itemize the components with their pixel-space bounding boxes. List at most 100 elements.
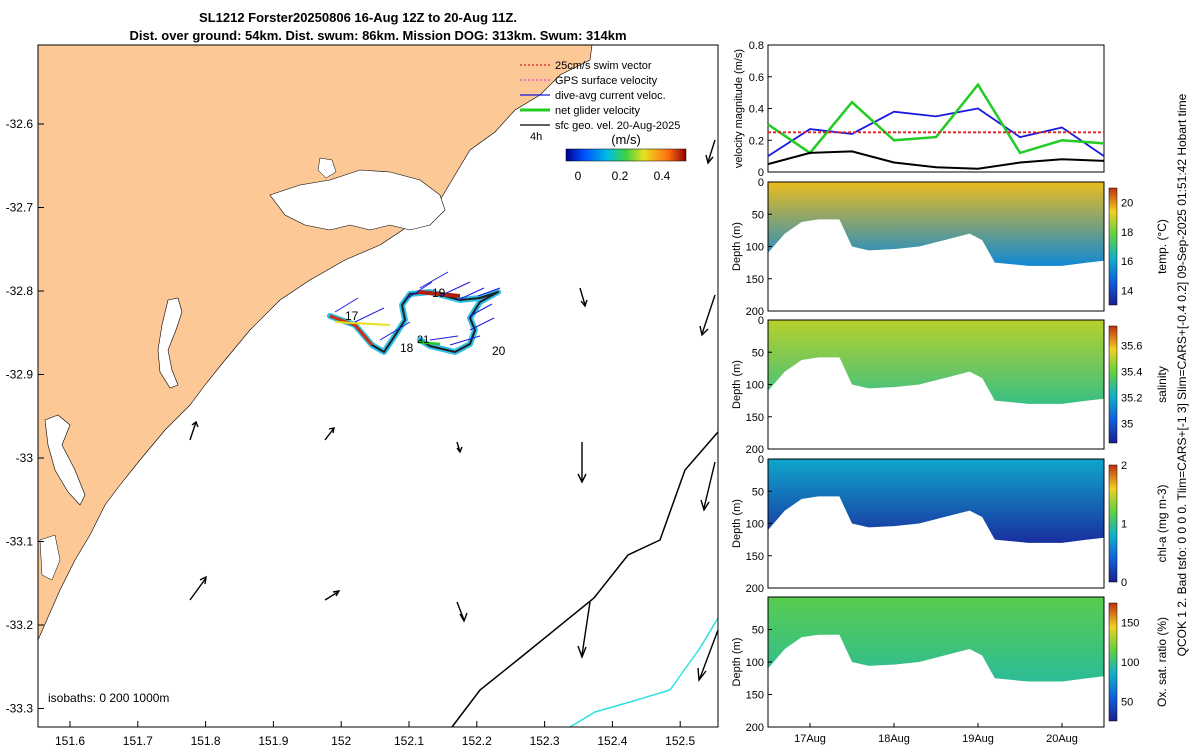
map-y-axis: -32.6 -32.7 -32.8 -32.9 -33 -33.1 -33.2 -33.3 xyxy=(6,117,44,716)
section-colorbar xyxy=(1108,187,1118,306)
section-y-tick-label: 100 xyxy=(746,519,764,531)
section-colorbar xyxy=(1108,464,1118,583)
glider-track-fast-segment-2 xyxy=(417,290,461,298)
section-colorbar-tick-label: 20 xyxy=(1121,198,1133,210)
section-y-tick-label: 200 xyxy=(746,722,764,734)
map-x-tick-label: 151.7 xyxy=(123,734,153,748)
section-y-tick-label: 200 xyxy=(746,444,764,456)
section-panel-temperature: 0 50 100 150 200 Depth (m) 14 16 18 20 temp. (°C) xyxy=(731,177,1169,318)
section-colorbar-tick-label: 150 xyxy=(1121,618,1139,630)
speed-colorbar xyxy=(565,148,687,162)
section-y-tick-label: 50 xyxy=(752,486,764,498)
time-tick-label: 17Aug xyxy=(794,733,826,745)
speed-colorbar-tick-2: 0.4 xyxy=(654,169,671,183)
qc-info-label: QCOK 1 2. Bad tsfo: 0 0 0 0. Tlim=CARS+[… xyxy=(1175,93,1189,656)
legend-label-current: dive-avg current veloc. xyxy=(555,90,666,102)
track-label-17: 17 xyxy=(345,309,359,323)
section-field-salinity xyxy=(768,320,1104,404)
time-tick-label: 19Aug xyxy=(962,733,994,745)
title-line-2: Dist. over ground: 54km. Dist. swum: 86k… xyxy=(129,28,626,43)
track-label-18: 18 xyxy=(400,341,414,355)
map-y-tick-label: -33.3 xyxy=(6,702,34,716)
section-colorbar xyxy=(1108,325,1118,444)
section-colorbar xyxy=(1108,602,1118,722)
section-y-tick-label: 0 xyxy=(758,315,764,327)
title-line-1: SL1212 Forster20250806 16-Aug 12Z to 20-… xyxy=(199,10,517,25)
section-colorbar-tick-label: 14 xyxy=(1121,285,1133,297)
section-y-tick-label: 100 xyxy=(746,657,764,669)
map-x-tick-label: 151.6 xyxy=(55,734,85,748)
legend-label-swim: 25cm/s swim vector xyxy=(555,60,652,72)
map-x-tick-label: 152.1 xyxy=(394,734,424,748)
speed-colorbar-tick-1: 0.2 xyxy=(612,169,629,183)
velocity-y-tick-label: 0.2 xyxy=(749,135,764,147)
map-panel: 17 18 19 20 21 25cm/s swim vector GPS su xyxy=(6,44,719,748)
map-legend: 25cm/s swim vector GPS surface velocity … xyxy=(520,60,680,143)
track-label-19: 19 xyxy=(432,286,446,300)
section-y-tick-label: 50 xyxy=(752,347,764,359)
section-y-tick-label: 100 xyxy=(746,242,764,254)
net-glider-velocity-arrow xyxy=(417,340,441,346)
velocity-panel: 0 0.2 0.4 0.6 0.8 velocity magnitude (m/s) xyxy=(733,40,1105,179)
map-x-tick-label: 152.4 xyxy=(597,734,627,748)
velocity-y-tick-label: 0 xyxy=(758,167,764,179)
map-y-tick-label: -32.7 xyxy=(6,201,34,215)
section-y-axis-label: Depth (m) xyxy=(731,499,743,548)
lake-small xyxy=(317,157,337,179)
section-field-temperature xyxy=(768,182,1104,266)
map-y-tick-label: -32.8 xyxy=(6,284,34,298)
velocity-series-net-glider xyxy=(767,82,1105,155)
section-panel-chlorophyll: 0 50 100 150 200 Depth (m) 0 1 2 chl-a (mg m-3) xyxy=(731,454,1169,595)
section-y-tick-label: 200 xyxy=(746,583,764,595)
speed-colorbar-tick-0: 0 xyxy=(575,169,582,183)
map-frame xyxy=(37,44,719,728)
glider-track-slow-segment xyxy=(334,321,391,326)
track-label-21: 21 xyxy=(417,334,429,346)
velocity-y-tick-label: 0.4 xyxy=(749,104,764,116)
velocity-series-sfc-geo xyxy=(767,150,1105,170)
section-y-tick-label: 0 xyxy=(758,177,764,189)
map-y-tick-label: -32.6 xyxy=(6,117,34,131)
time-axis: 17Aug 18Aug 19Aug 20Aug xyxy=(794,723,1078,745)
section-y-axis-label: Depth (m) xyxy=(731,360,743,409)
section-y-tick-label: 50 xyxy=(752,625,764,637)
section-colorbar-tick-label: 0 xyxy=(1121,577,1127,589)
speed-colorbar-label: (m/s) xyxy=(611,132,641,147)
section-y-tick-label: 150 xyxy=(746,412,764,424)
legend-label-sfc: sfc geo. vel. 20-Aug-2025 xyxy=(555,120,680,132)
map-x-tick-label: 152.2 xyxy=(462,734,492,748)
section-colorbar-tick-label: 18 xyxy=(1121,227,1133,239)
legend-label-gps: GPS surface velocity xyxy=(555,75,658,87)
section-colorbar-tick-label: 35 xyxy=(1121,419,1133,431)
section-colorbar-tick-label: 100 xyxy=(1121,657,1139,669)
section-colorbar-label: Ox. sat. ratio (%) xyxy=(1155,617,1169,707)
lake-south xyxy=(44,414,86,506)
section-colorbar-tick-label: 1 xyxy=(1121,519,1127,531)
lake-stockton xyxy=(157,297,183,389)
dive-avg-current-vectors xyxy=(334,271,501,346)
map-x-tick-label: 152.3 xyxy=(530,734,560,748)
velocity-y-axis-label: velocity magnitude (m/s) xyxy=(733,49,745,168)
section-field-chlorophyll xyxy=(768,459,1104,543)
section-y-tick-label: 150 xyxy=(746,551,764,563)
sfc-geo-velocity-arrows xyxy=(189,139,719,682)
section-colorbar-label: salinity xyxy=(1155,366,1169,403)
section-colorbar-tick-label: 50 xyxy=(1121,696,1133,708)
map-y-tick-label: -32.9 xyxy=(6,368,34,382)
isobath-200m xyxy=(451,431,719,728)
section-panel-oxygen: 50 100 150 200 Depth (m) 50 100 150 Ox. sat. rat… xyxy=(731,596,1169,734)
map-y-tick-label: -33.2 xyxy=(6,618,34,632)
time-tick-label: 18Aug xyxy=(878,733,910,745)
map-x-tick-label: 152 xyxy=(331,734,351,748)
land-mass xyxy=(37,44,593,641)
section-colorbar-tick-label: 35.6 xyxy=(1121,341,1142,353)
map-y-tick-label: -33 xyxy=(16,451,34,465)
lake-myall xyxy=(269,169,446,231)
section-colorbar-tick-label: 35.2 xyxy=(1121,393,1142,405)
map-x-tick-label: 151.9 xyxy=(258,734,288,748)
map-x-tick-label: 152.5 xyxy=(665,734,695,748)
section-y-tick-label: 100 xyxy=(746,380,764,392)
velocity-series-dive-avg-current xyxy=(767,107,1105,157)
legend-mini-label: 4h xyxy=(530,131,542,143)
